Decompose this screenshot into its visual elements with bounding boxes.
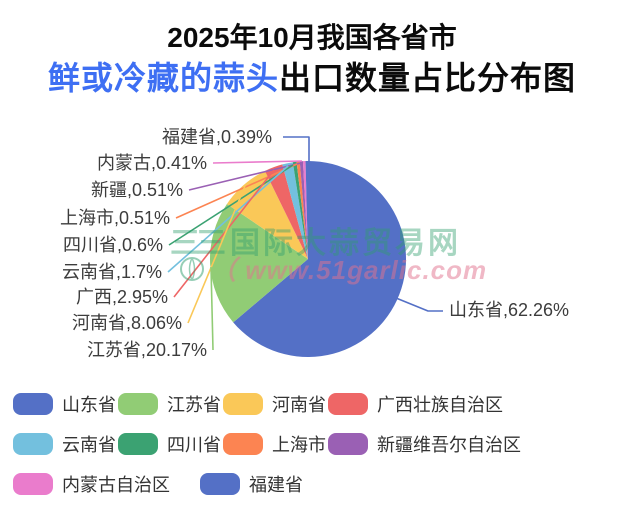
legend-item-yunnan[interactable]: 云南省 bbox=[13, 431, 116, 457]
legend-swatch bbox=[200, 473, 240, 495]
legend-swatch bbox=[328, 433, 368, 455]
legend-item-sichuan[interactable]: 四川省 bbox=[118, 431, 221, 457]
legend-item-jiangsu[interactable]: 江苏省 bbox=[118, 391, 221, 417]
pie-slice-8[interactable] bbox=[299, 161, 308, 259]
pie-slice-5[interactable] bbox=[282, 162, 308, 259]
legend-item-shandong[interactable]: 山东省 bbox=[13, 391, 116, 417]
leader-line-xinjiang bbox=[188, 162, 302, 191]
chart-title-line2: 鲜或冷藏的蒜头出口数量占比分布图 bbox=[0, 53, 624, 99]
chart-title-line2-rest: 出口数量占比分布图 bbox=[279, 60, 577, 96]
legend-swatch bbox=[13, 473, 53, 495]
leader-line-henan bbox=[187, 185, 246, 324]
pie-slice-7[interactable] bbox=[296, 161, 308, 259]
pie-slice-10[interactable] bbox=[305, 161, 308, 259]
legend-label: 广西壮族自治区 bbox=[377, 395, 503, 415]
legend-swatch bbox=[328, 393, 368, 415]
legend-label: 河南省 bbox=[272, 395, 326, 415]
callout-henan: 河南省,8.06% bbox=[71, 313, 182, 333]
callout-neimenggu: 内蒙古,0.41% bbox=[96, 153, 207, 173]
legend-swatch bbox=[13, 393, 53, 415]
pie-slice-9[interactable] bbox=[302, 161, 308, 259]
leader-line-sichuan bbox=[168, 164, 294, 246]
legend-label: 江苏省 bbox=[167, 395, 221, 415]
legend-label: 山东省 bbox=[62, 395, 116, 415]
chart-title-keyword: 鲜或冷藏的蒜头 bbox=[47, 60, 279, 96]
legend-swatch bbox=[223, 393, 263, 415]
legend-swatch bbox=[118, 393, 158, 415]
legend-item-shanghai[interactable]: 上海市 bbox=[223, 431, 326, 457]
pie-slices bbox=[210, 161, 406, 357]
callout-shanghai: 上海市,0.51% bbox=[59, 208, 170, 228]
leader-line-fujian bbox=[283, 136, 310, 163]
pie-slice-2[interactable] bbox=[210, 203, 308, 323]
legend-item-neimenggu[interactable]: 内蒙古自治区 bbox=[13, 471, 170, 497]
legend-label: 内蒙古自治区 bbox=[62, 475, 170, 495]
legend-swatch bbox=[223, 433, 263, 455]
legend-item-fujian[interactable]: 福建省 bbox=[200, 471, 303, 497]
legend-label: 云南省 bbox=[62, 435, 116, 455]
legend-swatch bbox=[13, 433, 53, 455]
legend-label: 福建省 bbox=[249, 475, 303, 495]
pie-slice-4[interactable] bbox=[264, 164, 308, 259]
leader-line-shanghai bbox=[175, 163, 298, 219]
legend-item-guangxi[interactable]: 广西壮族自治区 bbox=[328, 391, 503, 417]
legend-item-henan[interactable]: 河南省 bbox=[223, 391, 326, 417]
callout-fujian: 福建省,0.39% bbox=[161, 127, 272, 147]
pie-slice-1[interactable] bbox=[233, 161, 406, 357]
callout-yunnan: 云南省,1.7% bbox=[61, 262, 162, 282]
callout-sichuan: 四川省,0.6% bbox=[62, 235, 163, 255]
legend-label: 上海市 bbox=[272, 435, 326, 455]
callout-shandong: 山东省,62.26% bbox=[449, 300, 570, 320]
leader-line-jiangsu bbox=[210, 266, 214, 351]
leader-line-yunnan bbox=[167, 165, 289, 273]
chart-title-line1: 2025年10月我国各省市 bbox=[167, 22, 457, 53]
pie-slice-3[interactable] bbox=[226, 170, 308, 259]
callout-xinjiang: 新疆,0.51% bbox=[90, 180, 183, 200]
leader-lines bbox=[167, 136, 443, 351]
legend-item-xinjiang[interactable]: 新疆维吾尔自治区 bbox=[328, 431, 521, 457]
legend-swatch bbox=[118, 433, 158, 455]
callout-guangxi: 广西,2.95% bbox=[75, 287, 168, 307]
legend-label: 新疆维吾尔自治区 bbox=[377, 435, 521, 455]
callout-jiangsu: 江苏省,20.17% bbox=[86, 340, 207, 360]
leader-line-neimenggu bbox=[212, 160, 303, 164]
leader-line-shandong bbox=[395, 297, 443, 312]
pie-slice-6[interactable] bbox=[292, 161, 308, 259]
legend-label: 四川省 bbox=[167, 435, 221, 455]
